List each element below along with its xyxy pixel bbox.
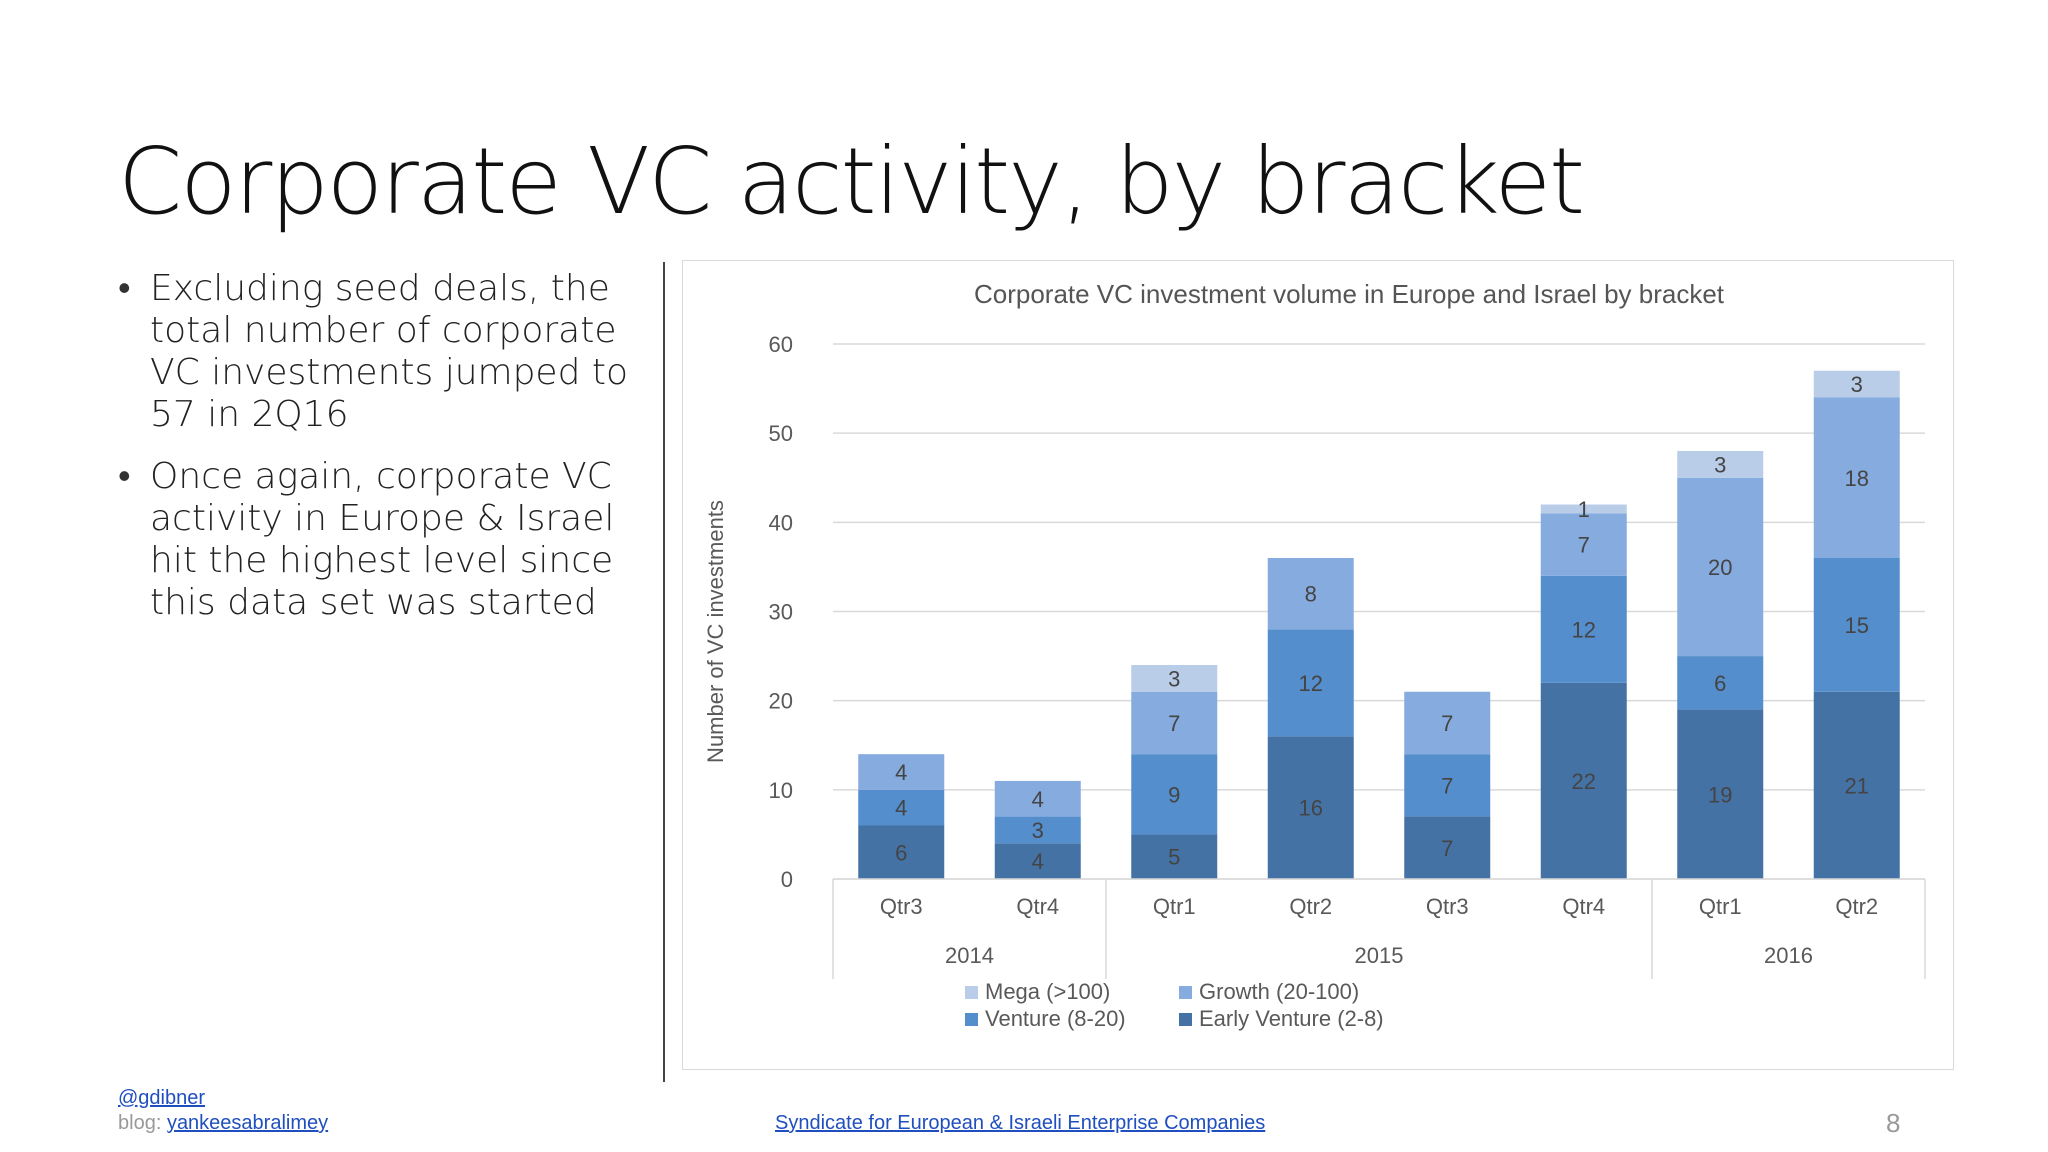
data-label: 3 xyxy=(1851,372,1863,397)
legend-label: Venture (8-20) xyxy=(985,1006,1126,1031)
data-label: 7 xyxy=(1441,836,1453,861)
chart-title: Corporate VC investment volume in Europe… xyxy=(974,279,1725,309)
data-label: 4 xyxy=(1032,787,1044,812)
blog-label: blog: xyxy=(118,1112,167,1134)
bar-segment xyxy=(1267,629,1354,737)
bar-segment xyxy=(994,780,1081,817)
data-label: 18 xyxy=(1845,466,1869,491)
blog-link[interactable]: yankeesabralimey xyxy=(166,1112,329,1134)
bar-segment xyxy=(1677,656,1764,710)
data-label: 15 xyxy=(1845,613,1869,638)
bar-segment xyxy=(1813,370,1900,398)
data-label: 3 xyxy=(1032,818,1044,843)
legend-swatch xyxy=(965,986,978,999)
bar-segment xyxy=(1540,504,1627,514)
data-label: 3 xyxy=(1168,666,1180,691)
bar-segment xyxy=(1677,709,1764,879)
bar-segment xyxy=(1267,736,1354,879)
y-tick-label: 50 xyxy=(769,421,793,446)
bar-segment xyxy=(1677,451,1764,478)
x-group-label: 2014 xyxy=(945,943,994,968)
data-label: 7 xyxy=(1578,533,1590,558)
data-label: 12 xyxy=(1572,617,1596,642)
bar-segment xyxy=(1677,477,1764,657)
bullet-item: Excluding seed deals, the total number o… xyxy=(118,268,658,436)
chart-frame: Corporate VC investment volume in Europe… xyxy=(682,260,1954,1070)
page-number: 8 xyxy=(1886,1108,1901,1138)
bar-segment xyxy=(1540,513,1627,576)
x-tick-label: Qtr1 xyxy=(1699,894,1742,919)
data-label: 4 xyxy=(895,760,907,785)
bullet-list: Excluding seed deals, the total number o… xyxy=(118,268,658,644)
bar-segment xyxy=(1267,558,1354,630)
bar-segment xyxy=(1404,691,1491,755)
y-tick-label: 0 xyxy=(781,867,793,892)
x-group-label: 2016 xyxy=(1764,943,1813,968)
x-tick-label: Qtr4 xyxy=(1016,894,1059,919)
blog-footer: blog: yankeesabralimey xyxy=(118,1112,328,1135)
data-label: 5 xyxy=(1168,845,1180,870)
x-group-label: 2015 xyxy=(1355,943,1404,968)
data-label: 4 xyxy=(895,796,907,821)
divider xyxy=(663,262,665,1082)
data-label: 21 xyxy=(1845,773,1869,798)
x-tick-label: Qtr3 xyxy=(1426,894,1469,919)
data-label: 20 xyxy=(1708,555,1732,580)
data-label: 7 xyxy=(1441,773,1453,798)
syndicate-link[interactable]: Syndicate for European & Israeli Enterpr… xyxy=(775,1112,1266,1134)
y-tick-label: 40 xyxy=(769,510,793,535)
legend-swatch xyxy=(1179,1013,1192,1026)
y-tick-label: 60 xyxy=(769,332,793,357)
legend-label: Early Venture (2-8) xyxy=(1199,1006,1384,1031)
bar-segment xyxy=(1540,575,1627,683)
bar-segment xyxy=(1131,691,1218,755)
twitter-handle-link[interactable]: @gdibner xyxy=(118,1087,206,1109)
bar-segment xyxy=(1404,754,1491,817)
x-tick-label: Qtr2 xyxy=(1835,894,1878,919)
legend-swatch xyxy=(965,1013,978,1026)
slide-title: Corporate VC activity, by bracket xyxy=(118,128,1585,235)
legend-label: Growth (20-100) xyxy=(1199,979,1359,1004)
x-tick-label: Qtr2 xyxy=(1289,894,1332,919)
data-label: 3 xyxy=(1714,452,1726,477)
bar-segment xyxy=(858,789,945,826)
legend-swatch xyxy=(1179,986,1192,999)
y-tick-label: 10 xyxy=(769,778,793,803)
x-tick-label: Qtr4 xyxy=(1562,894,1605,919)
bar-segment xyxy=(1813,397,1900,558)
data-label: 22 xyxy=(1572,769,1596,794)
bar-segment xyxy=(994,843,1081,879)
y-axis-label: Number of VC investments xyxy=(703,500,728,763)
bar-segment xyxy=(858,825,945,879)
data-label: 1 xyxy=(1578,497,1590,522)
bar-segment xyxy=(994,816,1081,844)
bar-segment xyxy=(1131,834,1218,879)
legend-label: Mega (>100) xyxy=(985,979,1110,1004)
stacked-bar-chart: Corporate VC investment volume in Europe… xyxy=(703,279,1926,1031)
bar-segment xyxy=(1131,665,1218,692)
data-label: 16 xyxy=(1299,796,1323,821)
x-tick-label: Qtr1 xyxy=(1153,894,1196,919)
bar-segment xyxy=(1540,682,1627,879)
data-label: 12 xyxy=(1299,671,1323,696)
bar-segment xyxy=(1131,754,1218,835)
data-label: 9 xyxy=(1168,782,1180,807)
data-label: 7 xyxy=(1441,711,1453,736)
data-label: 6 xyxy=(895,840,907,865)
bullet-item: Once again, corporate VC activity in Eur… xyxy=(118,456,658,624)
bar-segment xyxy=(1813,691,1900,879)
y-tick-label: 20 xyxy=(769,689,793,714)
data-label: 6 xyxy=(1714,671,1726,696)
x-tick-label: Qtr3 xyxy=(880,894,923,919)
bar-segment xyxy=(1813,558,1900,692)
bar-segment xyxy=(858,754,945,790)
data-label: 7 xyxy=(1168,711,1180,736)
data-label: 4 xyxy=(1032,849,1044,874)
data-label: 19 xyxy=(1708,782,1732,807)
data-label: 8 xyxy=(1305,582,1317,607)
bar-segment xyxy=(1404,816,1491,879)
y-tick-label: 30 xyxy=(769,600,793,625)
